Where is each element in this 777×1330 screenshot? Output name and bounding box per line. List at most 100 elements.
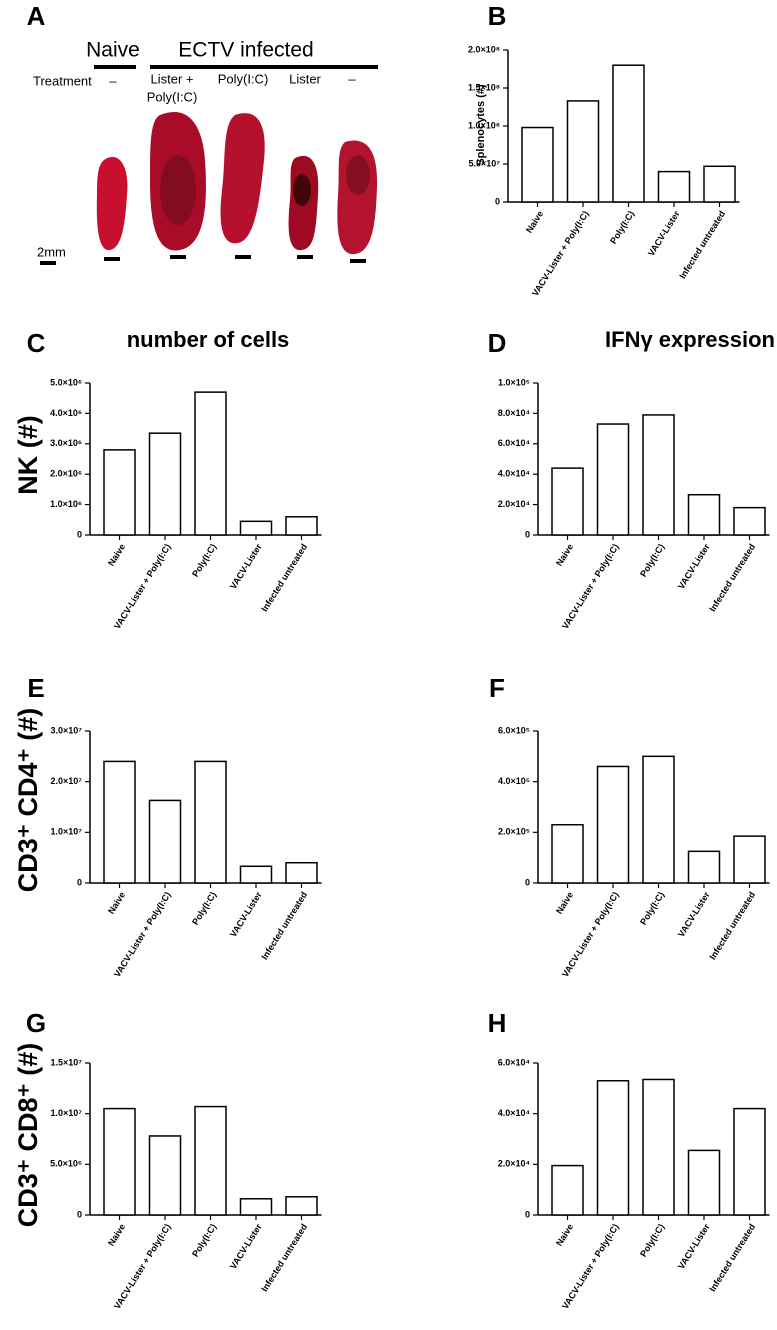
y-axis-label: CD3⁺ CD4⁺ (#) xyxy=(13,708,43,893)
bar xyxy=(285,861,318,884)
bar xyxy=(703,165,736,203)
treatment: Poly(I:C) xyxy=(218,71,269,86)
x-tick-label: Poly(I:C) xyxy=(190,542,218,579)
y-tick-label: 2.0×10⁴ xyxy=(498,1159,530,1169)
x-tick-label: Naive xyxy=(106,890,127,916)
scale-bars xyxy=(40,255,366,265)
y-axis-label: NK (#) xyxy=(13,415,43,495)
bar xyxy=(239,520,273,536)
bar xyxy=(148,432,182,536)
treatment: Lister + xyxy=(151,71,194,86)
bar xyxy=(285,516,318,536)
bar xyxy=(194,391,227,536)
panel-letter: D xyxy=(488,328,507,358)
y-axis-label: CD3⁺ CD8⁺ (#) xyxy=(13,1043,43,1228)
panel-letter: B xyxy=(488,1,507,31)
y-tick-label: 4.0×10⁴ xyxy=(498,1108,530,1118)
x-tick-label: Infected untreated xyxy=(677,209,727,280)
chart-title: number of cells xyxy=(127,327,290,352)
bar xyxy=(642,1078,675,1216)
bar xyxy=(103,760,136,884)
x-tick-label: Infected untreated xyxy=(707,1222,757,1293)
x-tick-label: Poly(I:C) xyxy=(608,209,636,246)
treatment: Lister xyxy=(289,71,321,86)
group-label: Naive xyxy=(86,39,140,62)
y-tick-label: 5.0×10⁶ xyxy=(50,377,82,387)
y-tick-label: 3.0×10⁶ xyxy=(50,438,82,448)
y-tick-label: 6.0×10⁵ xyxy=(498,725,530,735)
x-tick-label: VACV-Lister xyxy=(228,542,264,591)
x-tick-label: VACV-Lister xyxy=(228,890,264,939)
panel-letter: F xyxy=(489,673,505,703)
bar xyxy=(687,850,721,884)
panel-letter: G xyxy=(26,1008,46,1038)
bar xyxy=(148,799,182,884)
y-tick-label: 1.0×10⁸ xyxy=(468,120,500,130)
y-tick-label: 6.0×10⁴ xyxy=(498,438,530,448)
bar xyxy=(642,414,675,536)
group-label: ECTV infected xyxy=(178,39,313,62)
x-tick-label: Infected untreated xyxy=(259,890,309,961)
y-tick-label: 1.0×10⁷ xyxy=(51,827,83,837)
bar xyxy=(566,100,600,203)
treatment: – xyxy=(109,73,117,88)
treatment-label: Treatment xyxy=(33,73,92,88)
x-tick-label: Naive xyxy=(554,1222,575,1248)
y-tick-label: 2.0×10⁷ xyxy=(51,776,83,786)
bar xyxy=(194,1105,227,1216)
y-tick-label: 0 xyxy=(77,877,82,887)
y-tick-label: 0 xyxy=(525,529,530,539)
bar xyxy=(239,865,273,884)
x-tick-label: Infected untreated xyxy=(259,542,309,613)
bar xyxy=(103,449,136,536)
x-tick-label: VACV-Lister xyxy=(676,890,712,939)
y-tick-label: 2.0×10⁸ xyxy=(468,44,500,54)
x-tick-label: VACV-Lister xyxy=(228,1222,264,1271)
x-tick-label: Poly(I:C) xyxy=(190,1222,218,1259)
bar xyxy=(733,506,766,536)
y-tick-label: 0 xyxy=(77,529,82,539)
bar xyxy=(103,1107,136,1216)
y-axis-label: Splenocytes (#) xyxy=(475,84,487,166)
bar xyxy=(733,1107,766,1216)
y-tick-label: 0 xyxy=(525,877,530,887)
y-tick-label: 2.0×10⁴ xyxy=(498,499,530,509)
y-tick-label: 3.0×10⁷ xyxy=(51,725,83,735)
panel-letter: H xyxy=(488,1008,507,1038)
bar xyxy=(612,64,645,203)
y-tick-label: 1.0×10⁵ xyxy=(498,377,530,387)
x-tick-label: Naive xyxy=(106,1222,127,1248)
x-tick-label: Poly(I:C) xyxy=(638,1222,666,1259)
bar xyxy=(687,493,721,536)
bar xyxy=(596,1079,630,1216)
x-tick-label: Infected untreated xyxy=(707,542,757,613)
bar xyxy=(642,755,675,884)
y-tick-label: 2.0×10⁵ xyxy=(498,827,530,837)
panel-letter: E xyxy=(27,673,44,703)
y-tick-label: 0 xyxy=(525,1209,530,1219)
x-tick-label: Naive xyxy=(524,209,545,235)
y-tick-label: 4.0×10⁵ xyxy=(498,776,530,786)
x-tick-label: Naive xyxy=(106,542,127,568)
bar xyxy=(285,1196,318,1216)
y-tick-label: 2.0×10⁶ xyxy=(50,469,82,479)
y-tick-label: 4.0×10⁶ xyxy=(50,408,82,418)
x-tick-label: Infected untreated xyxy=(259,1222,309,1293)
panel-letter: C xyxy=(27,328,46,358)
x-tick-label: VACV-Lister xyxy=(676,542,712,591)
x-tick-label: Infected untreated xyxy=(707,890,757,961)
y-tick-label: 6.0×10⁴ xyxy=(498,1057,530,1067)
panel-letter: A xyxy=(27,1,46,31)
bar xyxy=(687,1149,721,1216)
x-tick-label: VACV-Lister xyxy=(676,1222,712,1271)
y-tick-label: 8.0×10⁴ xyxy=(498,408,530,418)
bar xyxy=(239,1198,273,1216)
bar xyxy=(551,823,584,884)
bar xyxy=(551,1164,584,1216)
y-tick-label: 1.5×10⁸ xyxy=(468,82,500,92)
chart-title: IFNγ expression xyxy=(605,327,775,352)
bar xyxy=(657,170,691,203)
bar xyxy=(596,423,630,536)
y-tick-label: 0 xyxy=(495,196,500,206)
